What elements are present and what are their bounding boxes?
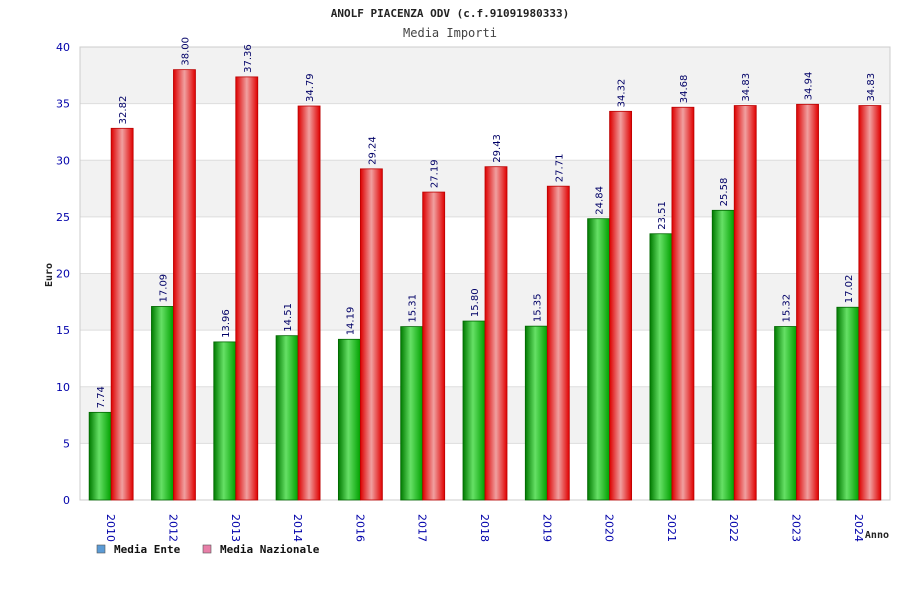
data-label: 23.51 <box>657 201 668 230</box>
bar-media-ente <box>649 233 673 501</box>
x-tick-label: 2019 <box>540 514 553 542</box>
x-axis-ticks: 2010 2012 2013 2014 2016 2017 2018 2019 2020 2021… <box>104 514 865 542</box>
data-label: 34.83 <box>741 73 752 102</box>
x-tick-label: 2023 <box>790 514 803 542</box>
data-label: 17.02 <box>844 275 855 304</box>
data-label: 34.94 <box>804 72 815 101</box>
data-label: 34.83 <box>866 73 877 102</box>
x-tick-label: 2018 <box>478 514 491 542</box>
x-axis-label: Anno <box>865 530 889 541</box>
data-label: 14.19 <box>345 307 356 336</box>
y-axis-label: Euro <box>44 263 55 287</box>
y-axis-ticks: 0 5 10 15 20 25 30 35 40 <box>56 41 70 507</box>
bar-media-nazionale <box>359 168 383 501</box>
bar-media-nazionale <box>297 105 321 501</box>
bar-media-ente <box>587 218 611 501</box>
bar-media-ente <box>400 326 424 501</box>
bar-media-nazionale <box>609 110 633 501</box>
bar-media-ente <box>524 325 548 501</box>
x-tick-label: 2013 <box>229 514 242 542</box>
data-label: 27.19 <box>430 159 441 188</box>
bar-media-nazionale <box>110 127 134 501</box>
bar-media-ente <box>836 306 860 501</box>
legend-label-media-nazionale: Media Nazionale <box>220 543 320 556</box>
y-tick-label: 35 <box>56 98 70 111</box>
y-tick-label: 15 <box>56 324 70 337</box>
data-label: 24.84 <box>595 186 606 215</box>
x-tick-label: 2021 <box>665 514 678 542</box>
data-label: 34.68 <box>679 75 690 104</box>
y-tick-label: 10 <box>56 381 70 394</box>
chart-subtitle: Media Importi <box>403 26 497 40</box>
y-tick-label: 30 <box>56 154 70 167</box>
data-label: 38.00 <box>180 37 191 66</box>
data-label: 7.74 <box>96 386 107 408</box>
y-tick-label: 5 <box>63 437 70 450</box>
legend-swatch-media-ente <box>96 544 106 554</box>
bar-media-ente <box>275 335 299 501</box>
bar-media-nazionale <box>173 69 196 501</box>
bar-media-nazionale <box>796 103 819 501</box>
data-label: 29.24 <box>367 136 378 165</box>
data-label: 34.79 <box>305 73 316 102</box>
x-tick-label: 2020 <box>603 514 616 542</box>
x-tick-label: 2014 <box>291 514 304 542</box>
bar-media-nazionale <box>858 105 882 501</box>
data-label: 32.82 <box>118 96 129 125</box>
bar-media-ente <box>88 411 112 501</box>
legend: Media Ente Media Nazionale <box>96 543 320 556</box>
x-tick-label: 2016 <box>353 514 366 542</box>
data-label: 34.32 <box>617 79 628 108</box>
y-tick-label: 20 <box>56 268 70 281</box>
x-tick-label: 2024 <box>852 514 865 542</box>
bar-media-nazionale <box>422 191 446 501</box>
data-label: 15.32 <box>782 294 793 323</box>
data-label: 14.51 <box>283 303 294 332</box>
data-label: 15.31 <box>408 294 419 323</box>
data-label: 25.58 <box>719 178 730 207</box>
data-label: 27.71 <box>554 154 565 183</box>
bar-media-nazionale <box>235 76 259 501</box>
data-label: 17.09 <box>158 274 169 303</box>
chart-title: ANOLF PIACENZA ODV (c.f.91091980333) <box>331 7 569 20</box>
data-label: 15.35 <box>532 294 543 323</box>
data-label: 13.96 <box>221 309 232 338</box>
data-label: 15.80 <box>470 288 481 317</box>
bar-media-ente <box>213 341 237 501</box>
legend-label-media-ente: Media Ente <box>114 543 181 556</box>
x-tick-label: 2010 <box>104 514 117 542</box>
x-tick-label: 2012 <box>166 514 179 542</box>
legend-swatch-media-nazionale <box>202 544 212 554</box>
bar-media-ente <box>774 326 797 501</box>
bar-media-ente <box>462 320 486 501</box>
x-tick-label: 2017 <box>416 514 429 542</box>
grid-band <box>80 47 890 104</box>
y-tick-label: 40 <box>56 41 70 54</box>
bars: 7.74 32.82 17.09 38.00 13.96 37.36 14.51 34.79 1… <box>88 37 882 501</box>
bar-media-nazionale <box>546 185 570 501</box>
y-tick-label: 25 <box>56 211 70 224</box>
data-label: 37.36 <box>243 44 254 73</box>
bar-media-nazionale <box>484 166 508 501</box>
bar-media-nazionale <box>671 106 695 501</box>
bar-media-ente <box>151 306 174 501</box>
bar-media-nazionale <box>733 105 757 501</box>
bar-media-ente <box>337 338 361 501</box>
data-label: 29.43 <box>492 134 503 163</box>
x-tick-label: 2022 <box>727 514 740 542</box>
bar-media-ente <box>711 209 735 501</box>
y-tick-label: 0 <box>63 494 70 507</box>
